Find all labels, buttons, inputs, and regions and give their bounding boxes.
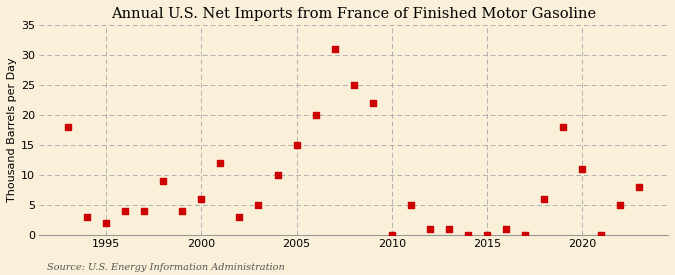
Title: Annual U.S. Net Imports from France of Finished Motor Gasoline: Annual U.S. Net Imports from France of F… [111, 7, 596, 21]
Point [310, 112, 321, 117]
Point [215, 161, 225, 165]
Point [139, 208, 150, 213]
Point [520, 232, 531, 237]
Point [253, 202, 264, 207]
Point [234, 214, 245, 219]
Point [443, 226, 454, 231]
Point [615, 202, 626, 207]
Point [386, 232, 397, 237]
Point [539, 196, 549, 201]
Point [367, 101, 378, 105]
Point [634, 185, 645, 189]
Point [577, 167, 588, 171]
Y-axis label: Thousand Barrels per Day: Thousand Barrels per Day [7, 57, 17, 202]
Point [501, 226, 512, 231]
Point [158, 178, 169, 183]
Point [406, 202, 416, 207]
Point [82, 214, 92, 219]
Point [63, 125, 74, 129]
Point [177, 208, 188, 213]
Point [291, 142, 302, 147]
Point [196, 196, 207, 201]
Point [348, 82, 359, 87]
Point [272, 172, 283, 177]
Point [101, 221, 111, 225]
Point [558, 125, 568, 129]
Point [329, 47, 340, 51]
Text: Source: U.S. Energy Information Administration: Source: U.S. Energy Information Administ… [47, 263, 285, 272]
Point [596, 232, 607, 237]
Point [119, 208, 130, 213]
Point [482, 232, 493, 237]
Point [462, 232, 473, 237]
Point [425, 226, 435, 231]
